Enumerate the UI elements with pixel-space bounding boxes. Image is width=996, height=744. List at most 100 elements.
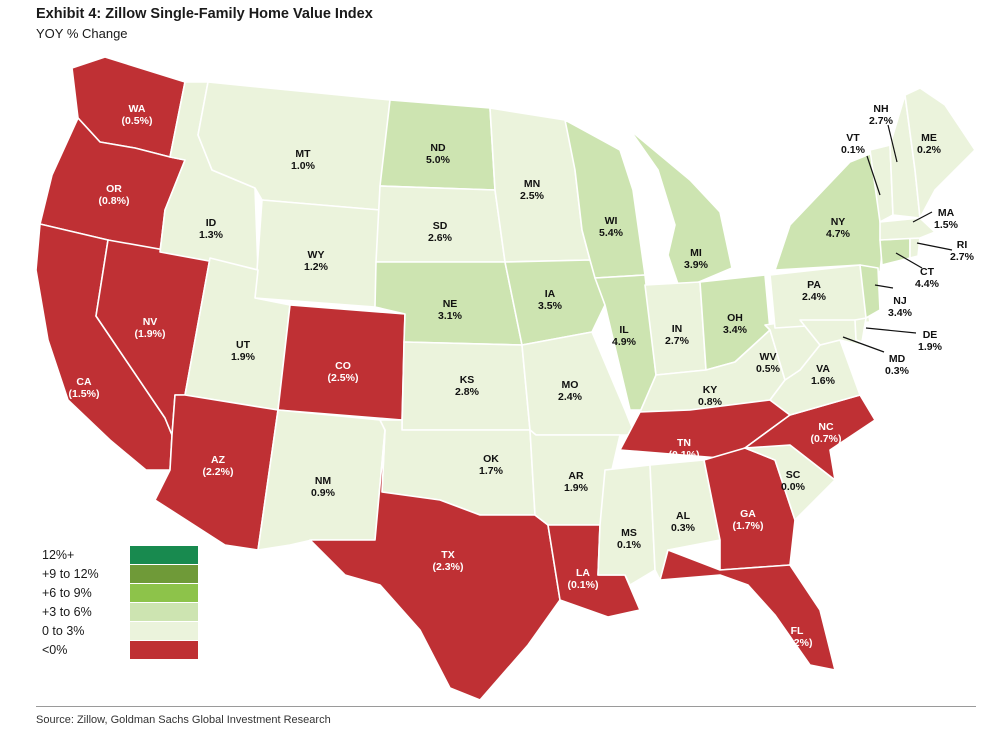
- state-value-la: (0.1%): [568, 579, 599, 591]
- legend-item: +9 to 12%: [42, 565, 202, 583]
- state-ia: [504, 259, 606, 346]
- state-md: [799, 319, 861, 346]
- state-label-nc: NC: [818, 421, 834, 433]
- leader-line-nj: [874, 284, 894, 289]
- state-value-vt: 0.1%: [841, 144, 866, 156]
- state-label-ok: OK: [483, 453, 499, 465]
- state-fl: [659, 549, 836, 671]
- legend-label: 0 to 3%: [42, 624, 85, 638]
- states-layer: [35, 56, 976, 701]
- state-label-nd: ND: [430, 142, 446, 154]
- state-value-ok: 1.7%: [479, 465, 504, 477]
- state-label-wy: WY: [308, 249, 325, 261]
- state-label-nj: NJ: [893, 295, 907, 307]
- state-label-nm: NM: [315, 475, 332, 487]
- state-label-ne: NE: [443, 298, 458, 310]
- legend-label: +3 to 6%: [42, 605, 92, 619]
- state-label-ut: UT: [236, 339, 251, 351]
- legend-item: 12%+: [42, 546, 202, 564]
- state-value-ny: 4.7%: [826, 228, 851, 240]
- state-nj: [859, 264, 881, 319]
- state-value-nj: 3.4%: [888, 307, 913, 319]
- state-value-mo: 2.4%: [558, 391, 583, 403]
- legend-swatch: [130, 546, 198, 564]
- legend-swatch: [130, 622, 198, 640]
- state-label-wa: WA: [129, 103, 146, 115]
- state-label-mn: MN: [524, 178, 540, 190]
- state-tx: [309, 429, 561, 701]
- state-value-tx: (2.3%): [433, 561, 464, 573]
- state-label-or: OR: [106, 183, 122, 195]
- state-de: [854, 317, 867, 343]
- state-label-mt: MT: [295, 148, 311, 160]
- state-label-il: IL: [619, 324, 629, 336]
- state-label-sc: SC: [786, 469, 801, 481]
- state-label-ms: MS: [621, 527, 637, 539]
- state-value-nc: (0.7%): [811, 433, 842, 445]
- state-label-ia: IA: [545, 288, 556, 300]
- state-label-ny: NY: [831, 216, 846, 228]
- state-label-tx: TX: [441, 549, 454, 561]
- state-value-ut: 1.9%: [231, 351, 256, 363]
- state-value-co: (2.5%): [328, 372, 359, 384]
- state-label-al: AL: [676, 510, 691, 522]
- state-label-wv: WV: [760, 351, 777, 363]
- state-value-al: 0.3%: [671, 522, 696, 534]
- footer-divider: [36, 706, 976, 707]
- legend-swatch: [130, 603, 198, 621]
- state-value-wy: 1.2%: [304, 261, 329, 273]
- source-note: Source: Zillow, Goldman Sachs Global Inv…: [36, 714, 331, 726]
- state-value-nd: 5.0%: [426, 154, 451, 166]
- state-label-ky: KY: [703, 384, 718, 396]
- legend-item: +6 to 9%: [42, 584, 202, 602]
- state-value-wv: 0.5%: [756, 363, 781, 375]
- legend-item: <0%: [42, 641, 202, 659]
- state-value-ne: 3.1%: [438, 310, 463, 322]
- leader-line-nh: [887, 124, 898, 163]
- state-value-nv: (1.9%): [135, 328, 166, 340]
- state-label-ri: RI: [957, 239, 968, 251]
- state-label-co: CO: [335, 360, 351, 372]
- state-label-oh: OH: [727, 312, 743, 324]
- leader-line-ri: [916, 242, 953, 251]
- state-value-in: 2.7%: [665, 335, 690, 347]
- leader-line-vt: [866, 155, 881, 196]
- state-label-pa: PA: [807, 279, 821, 291]
- state-value-ky: 0.8%: [698, 396, 723, 408]
- state-value-wa: (0.5%): [122, 115, 153, 127]
- state-label-ks: KS: [460, 374, 475, 386]
- legend-item: 0 to 3%: [42, 622, 202, 640]
- state-value-fl: (4.2%): [782, 637, 813, 649]
- state-mi: [629, 129, 733, 291]
- state-value-ks: 2.8%: [455, 386, 480, 398]
- state-label-mo: MO: [562, 379, 579, 391]
- state-label-sd: SD: [433, 220, 448, 232]
- state-label-mi: MI: [690, 247, 702, 259]
- state-label-tn: TN: [677, 437, 691, 449]
- state-label-ct: CT: [920, 266, 935, 278]
- legend-label: <0%: [42, 643, 68, 657]
- state-label-ar: AR: [568, 470, 584, 482]
- state-label-ca: CA: [76, 376, 92, 388]
- state-value-md: 0.3%: [885, 365, 910, 377]
- state-value-il: 4.9%: [612, 336, 637, 348]
- state-label-va: VA: [816, 363, 830, 375]
- state-value-ma: 1.5%: [934, 219, 959, 231]
- state-value-pa: 2.4%: [802, 291, 827, 303]
- state-value-de: 1.9%: [918, 341, 943, 353]
- state-label-ga: GA: [740, 508, 756, 520]
- state-value-id: 1.3%: [199, 229, 224, 241]
- state-value-me: 0.2%: [917, 144, 942, 156]
- exhibit-subtitle: YOY % Change: [36, 26, 128, 41]
- leader-line-ma: [912, 211, 933, 223]
- state-value-or: (0.8%): [99, 195, 130, 207]
- state-label-nh: NH: [873, 103, 888, 115]
- legend-item: +3 to 6%: [42, 603, 202, 621]
- state-value-sd: 2.6%: [428, 232, 453, 244]
- state-value-mi: 3.9%: [684, 259, 709, 271]
- state-ny: [774, 149, 886, 273]
- state-pa: [769, 264, 871, 329]
- leader-line-ct: [895, 252, 923, 269]
- legend-swatch: [130, 641, 198, 659]
